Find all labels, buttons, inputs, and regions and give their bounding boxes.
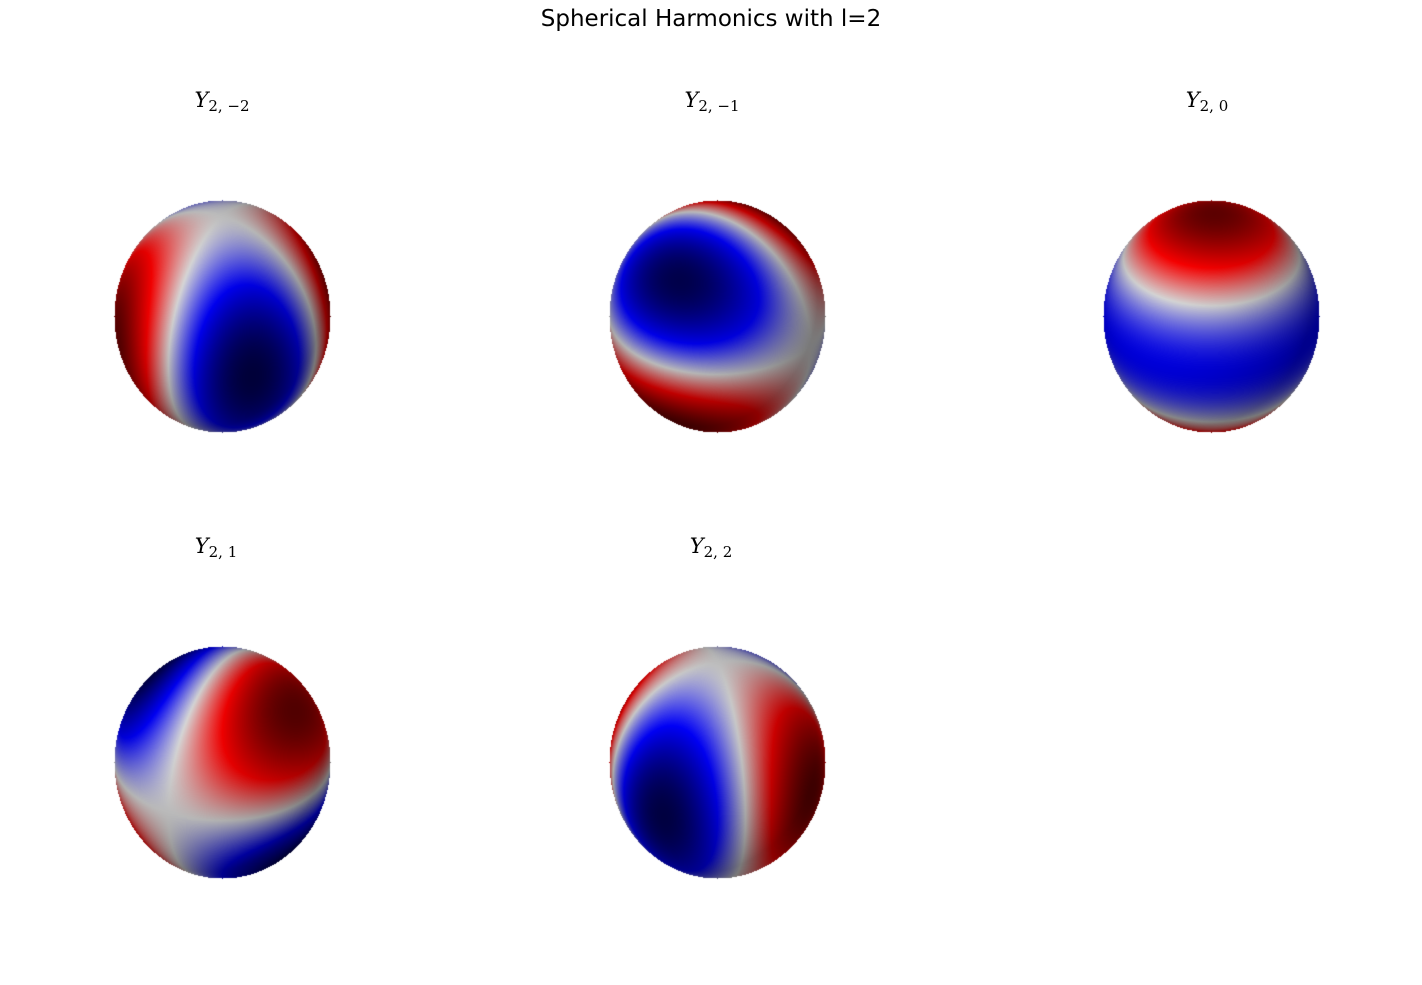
sphere-surface (112, 644, 332, 880)
sphere-surface (1101, 198, 1321, 434)
panel-title: Y2, 2 (689, 534, 733, 561)
sphere-surface (112, 198, 332, 434)
panel-y-2-neg2: Y2, −2 (52, 88, 392, 488)
sphere-surface (607, 198, 827, 434)
panel-y-2-2: Y2, 2 (541, 534, 881, 934)
panel-title: Y2, 0 (1185, 88, 1229, 115)
panel-y-2-1: Y2, 1 (46, 534, 386, 934)
figure-title: Spherical Harmonics with l=2 (540, 6, 882, 32)
panel-title: Y2, −1 (684, 88, 740, 115)
panel-y-2-0: Y2, 0 (1037, 88, 1377, 488)
sphere-surface (607, 644, 827, 880)
panel-title: Y2, 1 (194, 534, 238, 561)
panel-y-2-neg1: Y2, −1 (542, 88, 882, 488)
panel-title: Y2, −2 (194, 88, 250, 115)
